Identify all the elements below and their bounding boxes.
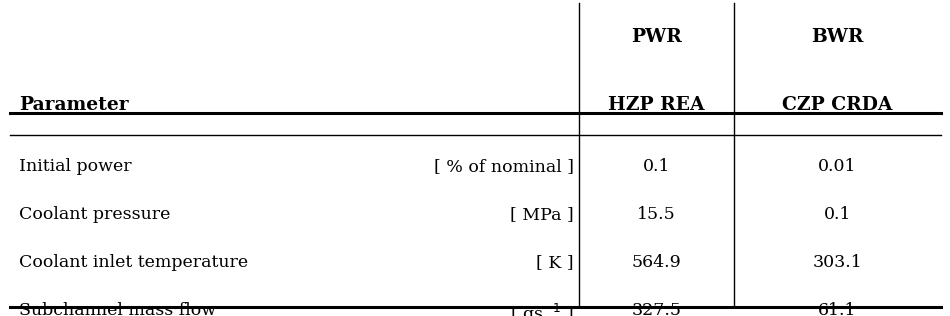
Text: [ K ]: [ K ] (536, 254, 574, 271)
Text: 303.1: 303.1 (812, 254, 862, 271)
Text: 0.1: 0.1 (824, 206, 851, 223)
Text: 0.1: 0.1 (643, 158, 671, 175)
Text: PWR: PWR (631, 28, 682, 46)
Text: Coolant inlet temperature: Coolant inlet temperature (19, 254, 248, 271)
Text: 0.01: 0.01 (818, 158, 856, 175)
Text: [ gs$^{-1}$ ]: [ gs$^{-1}$ ] (510, 302, 574, 316)
Text: 61.1: 61.1 (818, 302, 856, 316)
Text: Parameter: Parameter (19, 96, 128, 114)
Text: CZP CRDA: CZP CRDA (782, 96, 892, 114)
Text: HZP REA: HZP REA (608, 96, 705, 114)
Text: Subchannel mass flow: Subchannel mass flow (19, 302, 216, 316)
Text: 327.5: 327.5 (632, 302, 681, 316)
Text: [ % of nominal ]: [ % of nominal ] (434, 158, 574, 175)
Text: Initial power: Initial power (19, 158, 131, 175)
Text: 15.5: 15.5 (637, 206, 675, 223)
Text: [ MPa ]: [ MPa ] (510, 206, 574, 223)
Text: 564.9: 564.9 (632, 254, 681, 271)
Text: Coolant pressure: Coolant pressure (19, 206, 170, 223)
Text: BWR: BWR (811, 28, 864, 46)
